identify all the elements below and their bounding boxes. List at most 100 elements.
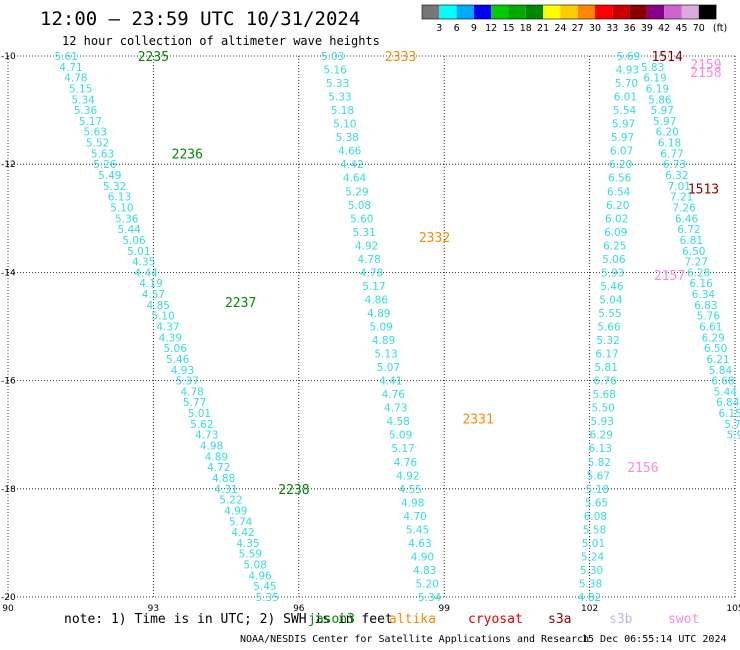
colorbar-label: 15 bbox=[502, 23, 514, 34]
wave-height-value: 4.57 bbox=[142, 289, 165, 301]
wave-height-value: 5.44 bbox=[117, 224, 141, 236]
wave-height-value: 6.13 bbox=[108, 192, 131, 204]
pass-label: 2235 bbox=[138, 50, 169, 65]
wave-height-value: 4.73 bbox=[384, 403, 407, 415]
wave-height-value: 6.08 bbox=[584, 511, 607, 523]
wave-height-value: 6.73 bbox=[663, 159, 686, 171]
wave-height-value: 5.81 bbox=[594, 362, 617, 374]
wave-height-value: 4.85 bbox=[147, 300, 170, 312]
wave-height-value: 5.54 bbox=[613, 105, 637, 117]
x-tick-label: 99 bbox=[438, 604, 450, 614]
colorbar-swatch bbox=[577, 5, 595, 19]
wave-height-value: 5.86 bbox=[648, 94, 672, 106]
colorbar-label: 70 bbox=[693, 23, 705, 34]
wave-height-value: 5.01 bbox=[127, 246, 150, 258]
wave-height-value: 6.20 bbox=[655, 127, 678, 139]
wave-height-value: 6.29 bbox=[701, 332, 724, 344]
wave-height-value: 5.97 bbox=[611, 132, 634, 144]
wave-height-value: 4.66 bbox=[338, 146, 362, 158]
wave-height-value: 5.38 bbox=[579, 578, 602, 590]
wave-height-value: 4.86 bbox=[365, 294, 389, 306]
wave-height-value: 5.20 bbox=[416, 578, 439, 590]
y-tick-label: -16 bbox=[1, 377, 16, 387]
wave-height-value: 4.93 bbox=[171, 365, 194, 377]
colorbar-swatch bbox=[491, 5, 509, 19]
wave-height-value: 5.16 bbox=[323, 65, 347, 77]
wave-height-value: 5.63 bbox=[91, 148, 114, 160]
wave-height-value: 6.01 bbox=[614, 92, 637, 104]
wave-height-value: 4.42 bbox=[340, 159, 363, 171]
wave-height-value: 5.13 bbox=[374, 349, 397, 361]
y-tick-label: -10 bbox=[1, 52, 16, 62]
wave-height-value: 5.10 bbox=[333, 119, 356, 131]
wave-height-value: 5.46 bbox=[166, 354, 190, 366]
wave-height-value: 5.46 bbox=[600, 281, 624, 293]
wave-height-value: 5.76 bbox=[697, 311, 721, 323]
pass-label: 2156 bbox=[627, 461, 658, 476]
wave-height-value: 6.17 bbox=[595, 349, 618, 361]
wave-height-value: 5.06 bbox=[602, 254, 626, 266]
wave-height-value: 4.76 bbox=[382, 389, 406, 401]
wave-height-value: 6.19 bbox=[646, 83, 669, 95]
wave-height-value: 5.17 bbox=[391, 443, 414, 455]
wave-height-value: 4.19 bbox=[139, 278, 162, 290]
wave-height-value: 7.01 bbox=[668, 181, 691, 193]
wave-height-value: 4.98 bbox=[200, 441, 223, 453]
wave-height-value: 5.06 bbox=[122, 235, 146, 247]
wave-height-value: 5.69 bbox=[617, 51, 640, 63]
wave-height-value: 4.35 bbox=[236, 538, 259, 550]
wave-height-value: 5.15 bbox=[69, 83, 92, 95]
colorbar-swatch bbox=[422, 5, 440, 19]
credit-text: NOAA/NESDIS Center for Satellite Applica… bbox=[240, 634, 590, 645]
wave-height-value: 5.34 bbox=[418, 592, 442, 604]
wave-height-value: 4.37 bbox=[156, 322, 179, 334]
wave-height-value: 6.81 bbox=[680, 235, 703, 247]
satellite-legend-s3b: s3b bbox=[609, 612, 633, 627]
wave-height-value: 4.89 bbox=[205, 451, 228, 463]
satellite-legend-s3a: s3a bbox=[548, 612, 572, 627]
note-text: note: 1) Time is in UTC; 2) SWH is in fe… bbox=[64, 612, 393, 627]
colorbar-label: 45 bbox=[675, 23, 687, 34]
wave-height-value: 6.83 bbox=[694, 300, 717, 312]
colorbar-label: 33 bbox=[606, 23, 618, 34]
wave-height-value: 5.08 bbox=[348, 200, 371, 212]
satellite-legend-jason3: jason3 bbox=[308, 612, 355, 627]
wave-height-value: 6.54 bbox=[607, 186, 631, 198]
pass-label: 2331 bbox=[462, 412, 493, 427]
wave-height-value: 6.20 bbox=[609, 159, 632, 171]
wave-height-value: 6.02 bbox=[605, 213, 628, 225]
wave-height-value: 5.09 bbox=[369, 322, 392, 334]
wave-height-value: 7.26 bbox=[672, 202, 696, 214]
colorbar-label: 42 bbox=[658, 23, 670, 34]
wave-height-value: 4.35 bbox=[132, 257, 155, 269]
wave-height-value: 5.35 bbox=[256, 592, 279, 604]
wave-height-value: 5.65 bbox=[585, 497, 608, 509]
pass-label: 1513 bbox=[688, 183, 719, 198]
wave-height-value: 5.97 bbox=[651, 105, 674, 117]
wave-height-value: 6.28 bbox=[687, 267, 710, 279]
wave-height-value: 5.84 bbox=[709, 365, 733, 377]
wave-height-value: 5.82 bbox=[588, 457, 611, 469]
colorbar-swatch bbox=[508, 5, 526, 19]
pass-labels: 2235 2236 2237 2238 2333 2332 2331 2156 2157 2158… bbox=[138, 50, 722, 498]
colorbar-label: 3 bbox=[436, 23, 442, 34]
pass-label: 2237 bbox=[225, 296, 256, 311]
pass-label: 2333 bbox=[385, 50, 416, 65]
wave-height-value: 5.68 bbox=[592, 389, 615, 401]
colorbar-swatch bbox=[595, 5, 613, 19]
wave-height-value: 5.01 bbox=[582, 538, 605, 550]
colorbar-label: 21 bbox=[537, 23, 549, 34]
wave-height-value: 5.30 bbox=[580, 565, 603, 577]
pass-label: 2332 bbox=[419, 231, 450, 246]
wave-height-value: 4.88 bbox=[212, 473, 235, 485]
wave-height-value: 4.89 bbox=[372, 335, 395, 347]
wave-height-value: 5.45 bbox=[406, 524, 429, 536]
wave-height-value: 6.50 bbox=[704, 343, 727, 355]
wave-height-value: 5.22 bbox=[219, 495, 242, 507]
wave-height-value: 4.41 bbox=[379, 376, 402, 388]
wave-height-value: 5.08 bbox=[243, 560, 266, 572]
page-title: 12:00 – 23:59 UTC 10/31/2024 bbox=[40, 8, 361, 30]
wave-height-value: 5.7 bbox=[724, 419, 740, 431]
x-tick-label: 102 bbox=[581, 604, 598, 614]
wave-height-value: 5.38 bbox=[336, 132, 359, 144]
